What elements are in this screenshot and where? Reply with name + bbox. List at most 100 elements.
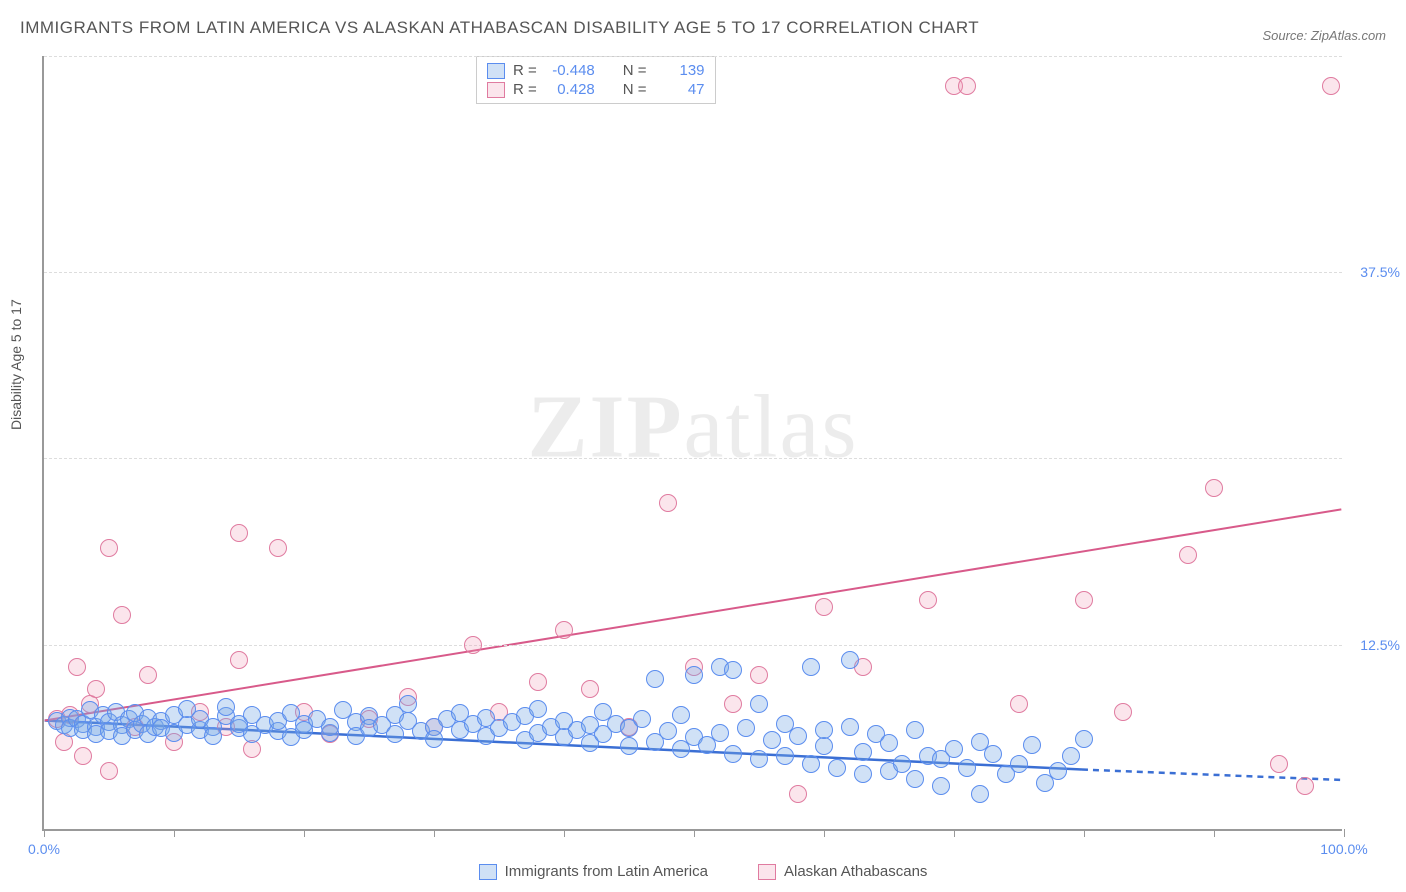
legend-label-blue: Immigrants from Latin America — [505, 863, 708, 880]
data-point-pink — [230, 651, 248, 669]
data-point-blue — [321, 718, 339, 736]
data-point-blue — [763, 731, 781, 749]
data-point-blue — [724, 661, 742, 679]
data-point-blue — [841, 651, 859, 669]
data-point-blue — [802, 755, 820, 773]
x-tick — [954, 829, 955, 837]
data-point-pink — [555, 621, 573, 639]
gridline-h — [44, 56, 1342, 57]
data-point-pink — [68, 658, 86, 676]
data-point-blue — [906, 770, 924, 788]
stats-row-pink: R = 0.428 N = 47 — [487, 80, 705, 99]
stat-N-label: N = — [623, 62, 647, 79]
data-point-pink — [1296, 777, 1314, 795]
data-point-blue — [724, 745, 742, 763]
swatch-blue — [479, 864, 497, 880]
data-point-blue — [217, 698, 235, 716]
x-tick — [304, 829, 305, 837]
data-point-blue — [529, 700, 547, 718]
data-point-blue — [880, 734, 898, 752]
data-point-blue — [399, 695, 417, 713]
data-point-pink — [529, 673, 547, 691]
data-point-pink — [1010, 695, 1028, 713]
correlation-stats-box: R = -0.448 N = 139 R = 0.428 N = 47 — [476, 56, 716, 104]
x-tick — [434, 829, 435, 837]
data-point-pink — [724, 695, 742, 713]
data-point-pink — [1322, 77, 1340, 95]
data-point-blue — [971, 785, 989, 803]
data-point-pink — [113, 606, 131, 624]
data-point-pink — [1075, 591, 1093, 609]
source-attribution: Source: ZipAtlas.com — [1262, 28, 1386, 43]
data-point-blue — [815, 737, 833, 755]
data-point-pink — [1179, 546, 1197, 564]
data-point-blue — [893, 755, 911, 773]
data-point-blue — [1010, 755, 1028, 773]
legend-item-pink: Alaskan Athabascans — [758, 863, 927, 880]
gridline-h — [44, 272, 1342, 273]
data-point-blue — [711, 724, 729, 742]
data-point-pink — [139, 666, 157, 684]
stat-R-label: R = — [513, 81, 537, 98]
swatch-pink — [487, 82, 505, 98]
trend-lines-layer — [44, 56, 1342, 829]
y-axis-label: Disability Age 5 to 17 — [8, 299, 24, 430]
data-point-blue — [854, 765, 872, 783]
y-tick-label: 12.5% — [1360, 637, 1400, 653]
data-point-blue — [620, 737, 638, 755]
x-tick — [1344, 829, 1345, 837]
data-point-pink — [1270, 755, 1288, 773]
data-point-blue — [1023, 736, 1041, 754]
data-point-blue — [1049, 762, 1067, 780]
data-point-blue — [1062, 747, 1080, 765]
data-point-pink — [659, 494, 677, 512]
swatch-blue — [487, 63, 505, 79]
data-point-blue — [685, 666, 703, 684]
x-tick-label: 0.0% — [28, 841, 60, 857]
data-point-blue — [659, 722, 677, 740]
data-point-blue — [984, 745, 1002, 763]
data-point-blue — [945, 740, 963, 758]
data-point-pink — [269, 539, 287, 557]
stat-R-pink: 0.428 — [545, 81, 595, 98]
data-point-pink — [1114, 703, 1132, 721]
swatch-pink — [758, 864, 776, 880]
data-point-blue — [828, 759, 846, 777]
data-point-blue — [646, 670, 664, 688]
x-tick-label: 100.0% — [1320, 841, 1367, 857]
x-tick — [694, 829, 695, 837]
legend-item-blue: Immigrants from Latin America — [479, 863, 708, 880]
data-point-blue — [815, 721, 833, 739]
data-point-pink — [464, 636, 482, 654]
chart-title: IMMIGRANTS FROM LATIN AMERICA VS ALASKAN… — [20, 18, 979, 38]
data-point-blue — [633, 710, 651, 728]
gridline-h — [44, 645, 1342, 646]
data-point-blue — [386, 725, 404, 743]
x-tick — [564, 829, 565, 837]
data-point-blue — [737, 719, 755, 737]
gridline-h — [44, 458, 1342, 459]
bottom-legend: Immigrants from Latin America Alaskan At… — [0, 863, 1406, 880]
data-point-pink — [750, 666, 768, 684]
stats-row-blue: R = -0.448 N = 139 — [487, 61, 705, 80]
data-point-blue — [672, 706, 690, 724]
stat-N-pink: 47 — [655, 81, 705, 98]
x-tick — [824, 829, 825, 837]
data-point-blue — [750, 695, 768, 713]
watermark-text: ZIPatlas — [528, 376, 859, 479]
data-point-blue — [906, 721, 924, 739]
y-tick-label: 37.5% — [1360, 264, 1400, 280]
data-point-blue — [789, 727, 807, 745]
data-point-blue — [750, 750, 768, 768]
x-tick — [174, 829, 175, 837]
data-point-pink — [100, 539, 118, 557]
data-point-pink — [87, 680, 105, 698]
data-point-pink — [581, 680, 599, 698]
data-point-blue — [425, 730, 443, 748]
data-point-pink — [1205, 479, 1223, 497]
data-point-pink — [230, 524, 248, 542]
data-point-blue — [854, 743, 872, 761]
data-point-pink — [74, 747, 92, 765]
data-point-blue — [841, 718, 859, 736]
data-point-blue — [1075, 730, 1093, 748]
